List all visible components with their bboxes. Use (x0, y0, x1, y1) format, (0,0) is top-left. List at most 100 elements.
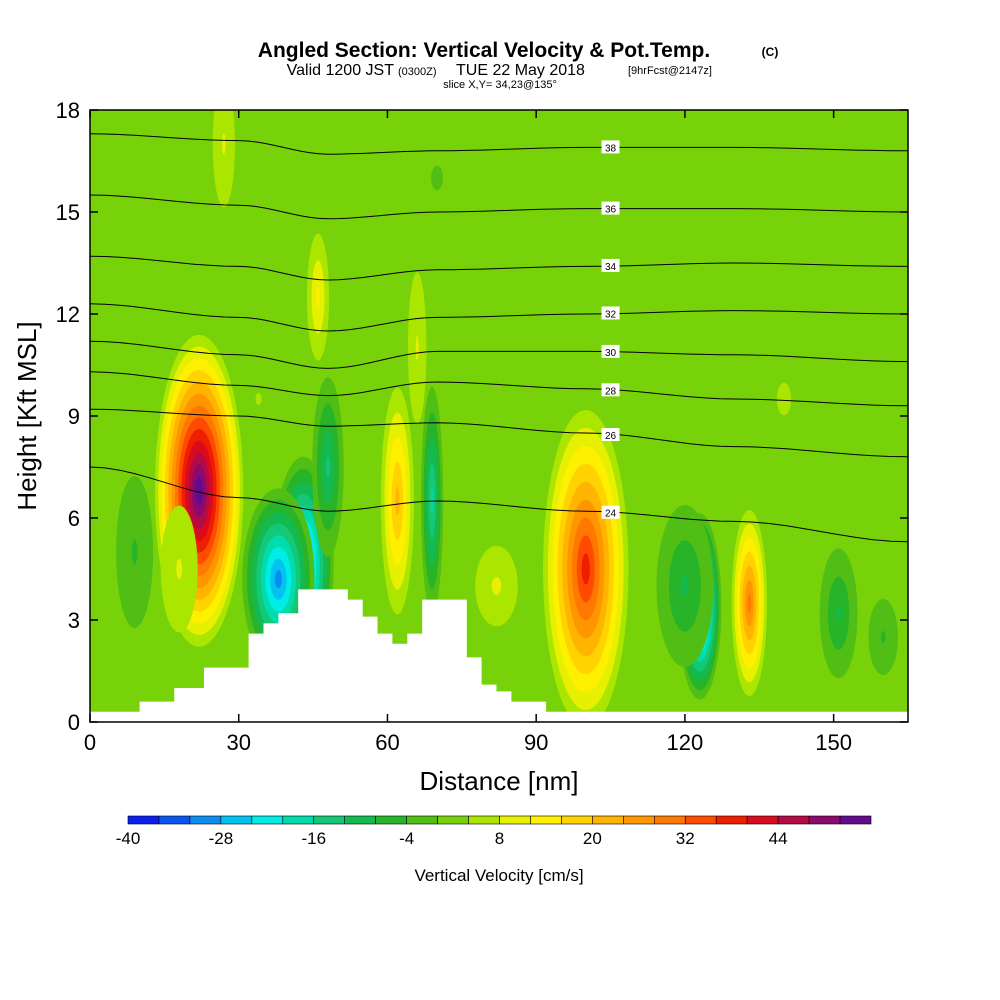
svg-text:30: 30 (605, 348, 617, 359)
colorbar-swatch (715, 815, 748, 825)
velocity-band (431, 165, 443, 191)
y-tick-label: 6 (68, 506, 80, 531)
svg-text:28: 28 (605, 386, 617, 397)
svg-text:24: 24 (605, 509, 617, 520)
velocity-cell (458, 514, 535, 658)
isentrope-32 (90, 303, 908, 332)
colorbar-label: Vertical Velocity [cm/s] (414, 866, 583, 885)
velocity-band (255, 392, 262, 406)
plot-area: 38 36 34 32 30 28 26 24 (90, 110, 908, 722)
colorbar-swatch (808, 815, 841, 825)
colorbar: -40 -28 -16 -4 8 20 32 44 (116, 815, 872, 848)
velocity-cell (543, 409, 629, 722)
velocity-band (747, 593, 752, 613)
isentrope-36 (90, 194, 908, 220)
velocity-band (836, 605, 841, 622)
isentrope-lines: 38 36 34 32 30 28 26 24 (90, 133, 908, 543)
colorbar-swatch (437, 815, 469, 825)
isentrope-label: 32 (601, 306, 620, 320)
velocity-band (316, 286, 320, 308)
x-tick-label: 60 (375, 730, 399, 755)
velocity-band (415, 335, 419, 361)
svg-text:38: 38 (605, 143, 617, 154)
velocity-cell (407, 272, 427, 424)
velocity-band (491, 577, 502, 595)
colorbar-swatch (251, 815, 284, 825)
velocity-cell (377, 362, 418, 640)
velocity-cell (302, 207, 334, 387)
colorbar-swatch (344, 815, 376, 825)
isentrope-label: 30 (601, 344, 620, 359)
terrain-mask (90, 589, 908, 722)
isentrope-38 (90, 133, 908, 155)
chart-title: Angled Section: Vertical Velocity & Pot.… (258, 39, 710, 62)
x-tick-label: 120 (667, 730, 704, 755)
isentrope-label: 36 (601, 201, 620, 216)
svg-text:34: 34 (605, 262, 617, 273)
colorbar-tick-label: 8 (495, 829, 504, 848)
colorbar-tick-label: -4 (399, 829, 414, 848)
x-tick-label: 0 (84, 730, 96, 755)
velocity-band (880, 630, 886, 644)
velocity-cell (656, 504, 714, 668)
y-axis-label: Height [Kft MSL] (12, 321, 42, 510)
x-tick-label: 90 (524, 730, 548, 755)
colorbar-swatch (375, 815, 407, 825)
svg-text:36: 36 (605, 205, 617, 216)
velocity-cell (636, 259, 655, 301)
colorbar-tick-label: -16 (301, 829, 326, 848)
velocity-band (274, 570, 282, 589)
colorbar-swatch (499, 815, 531, 825)
slice-label: slice X,Y= 34,23@135° (443, 79, 557, 91)
subtitle-forecast: [9hrFcst@2147z] (628, 65, 712, 77)
colorbar-tick-label: -40 (116, 829, 141, 848)
chart-title-suffix: (C) (762, 45, 779, 59)
colorbar-swatch (282, 815, 315, 825)
subtitle-zulu: (0300Z) (398, 66, 437, 78)
subtitle-valid: Valid 1200 JST (287, 62, 395, 79)
y-tick-label: 18 (56, 98, 80, 123)
colorbar-tick-label: 20 (583, 829, 602, 848)
subtitle-date: TUE 22 May 2018 (456, 62, 585, 79)
velocity-cell (868, 599, 898, 675)
colorbar-swatch (777, 815, 810, 825)
y-tick-label: 3 (68, 608, 80, 633)
isentrope-24 (90, 466, 908, 543)
velocity-band (581, 553, 590, 585)
velocity-band (360, 490, 365, 512)
velocity-cell (431, 165, 443, 191)
isentrope-label: 38 (601, 140, 620, 154)
velocity-cell (212, 110, 235, 208)
isentrope-28 (90, 371, 908, 407)
velocity-cell (731, 509, 768, 697)
isentrope-label: 28 (601, 383, 620, 397)
velocity-band (395, 486, 400, 516)
colorbar-swatch (313, 815, 346, 825)
velocity-band (194, 476, 204, 506)
y-tick-label: 0 (68, 710, 80, 735)
velocity-cell (240, 361, 278, 437)
velocity-band (326, 456, 330, 478)
velocity-cell (819, 548, 858, 679)
colorbar-swatch (746, 815, 779, 825)
colorbar-swatch (158, 815, 191, 825)
x-axis-label: Distance [nm] (420, 766, 579, 796)
isentrope-34 (90, 255, 908, 281)
velocity-field (116, 110, 898, 722)
colorbar-swatch (653, 815, 686, 825)
velocity-band (636, 259, 655, 301)
velocity-band (222, 133, 226, 155)
colorbar-swatch (127, 815, 160, 825)
y-tick-label: 15 (56, 200, 80, 225)
colorbar-swatch (684, 815, 717, 825)
velocity-cell (116, 476, 154, 628)
colorbar-tick-label: -28 (209, 829, 234, 848)
svg-text:32: 32 (605, 309, 617, 320)
colorbar-swatch (189, 815, 222, 825)
colorbar-swatch (406, 815, 438, 825)
colorbar-swatch (592, 815, 624, 825)
velocity-band (131, 539, 138, 565)
y-tick-label: 9 (68, 404, 80, 429)
colorbar-swatch (561, 815, 593, 825)
